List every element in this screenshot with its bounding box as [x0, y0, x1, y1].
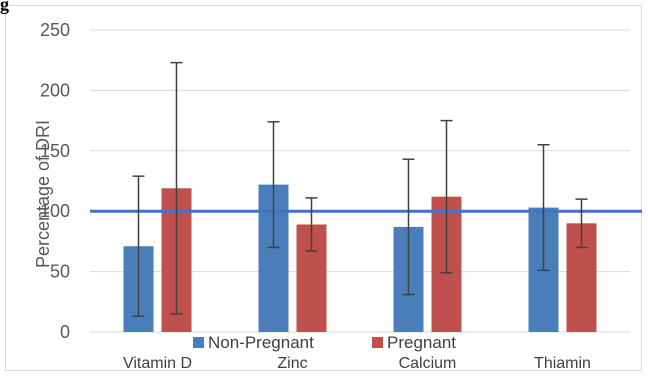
x-category-label: Thiamin [534, 355, 591, 372]
legend-label: Pregnant [387, 333, 456, 352]
y-tick-label: 250 [40, 20, 70, 40]
legend-swatch [372, 337, 383, 348]
y-tick-label: 50 [50, 262, 70, 282]
legend-swatch [193, 337, 204, 348]
legend-label: Non-Pregnant [208, 333, 314, 352]
figure-label: g [0, 0, 9, 14]
x-category-label: Calcium [399, 355, 457, 372]
y-tick-label: 200 [40, 80, 70, 100]
x-category-label: Zinc [277, 355, 307, 372]
y-tick-label: 150 [40, 141, 70, 161]
y-tick-label: 0 [60, 322, 70, 342]
x-category-label: Vitamin D [123, 355, 192, 372]
y-axis-label: Percentage of DRI [33, 120, 53, 268]
y-tick-label: 100 [40, 201, 70, 221]
